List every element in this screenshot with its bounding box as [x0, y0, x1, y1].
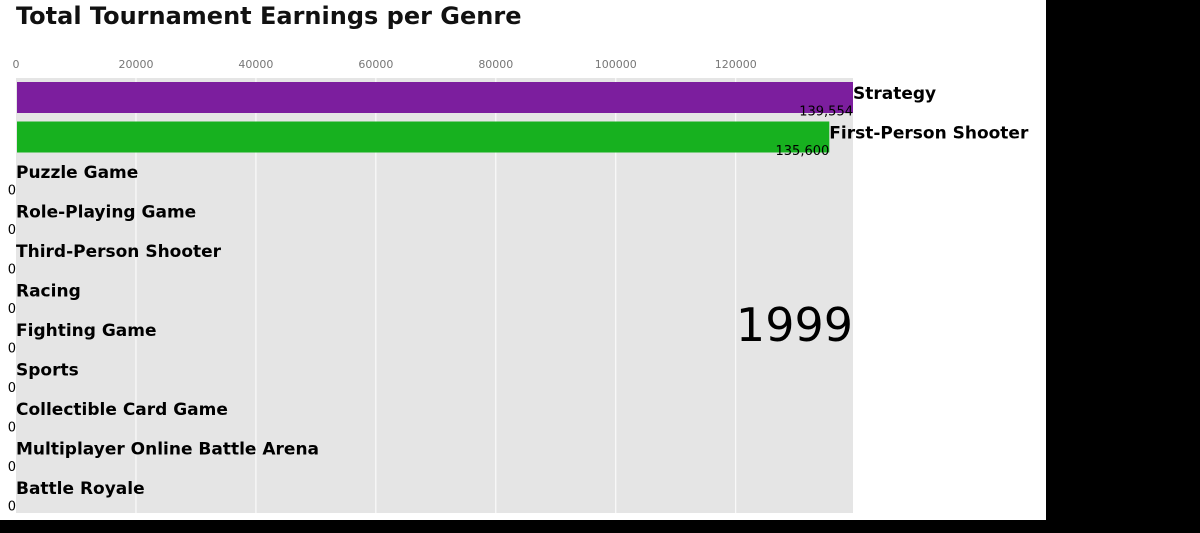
bar-value-label: 139,554 — [799, 105, 853, 120]
bar-category-label: Collectible Card Game — [16, 400, 228, 420]
bar-value-label: 0 — [8, 460, 16, 475]
period-label: 1999 — [736, 298, 853, 352]
x-tick-label: 100000 — [595, 58, 637, 71]
bar-category-label: Puzzle Game — [16, 163, 138, 183]
bar-value-label: 0 — [8, 342, 16, 357]
bar-value-label: 0 — [8, 223, 16, 238]
bar-value-label: 135,600 — [776, 144, 830, 159]
bar-category-label: First-Person Shooter — [829, 124, 1029, 144]
chart-title: Total Tournament Earnings per Genre — [16, 2, 522, 30]
bar-value-label: 0 — [8, 302, 16, 317]
bar-value-label: 0 — [8, 184, 16, 199]
bar-category-label: Battle Royale — [16, 479, 145, 499]
bar-category-label: Sports — [16, 361, 79, 381]
bar-category-label: Role-Playing Game — [16, 203, 196, 223]
bar — [17, 121, 830, 153]
bar-category-label: Strategy — [853, 84, 936, 104]
x-tick-label: 0 — [13, 58, 20, 71]
x-tick-label: 60000 — [358, 58, 393, 71]
bar-category-label: Racing — [16, 282, 81, 302]
bar-value-label: 0 — [8, 263, 16, 278]
bar-chart: 0 20000 40000 60000 80000 100000 120000 Strateg… — [8, 58, 1029, 515]
bar-category-label: Fighting Game — [16, 321, 157, 341]
x-tick-label: 20000 — [118, 58, 153, 71]
x-tick-label: 120000 — [715, 58, 757, 71]
bar-value-label: 0 — [8, 421, 16, 436]
x-tick-label: 80000 — [478, 58, 513, 71]
chart-canvas: Total Tournament Earnings per Genre 0 200… — [0, 0, 1046, 520]
bar-value-label: 0 — [8, 500, 16, 515]
x-tick-label: 40000 — [238, 58, 273, 71]
bar-category-label: Third-Person Shooter — [16, 242, 222, 262]
bar-value-label: 0 — [8, 381, 16, 396]
bar-category-label: Multiplayer Online Battle Arena — [16, 440, 319, 460]
bar — [17, 82, 853, 113]
